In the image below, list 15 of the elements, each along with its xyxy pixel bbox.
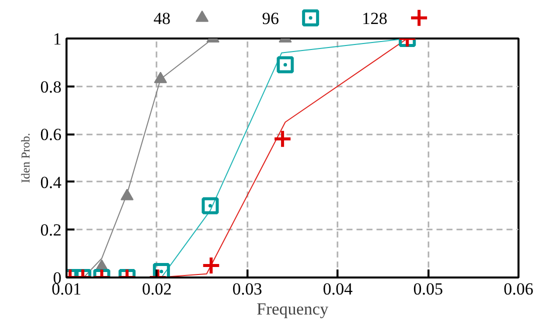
- x-tick-label: 0.06: [504, 280, 534, 298]
- legend-label: 128: [362, 8, 388, 28]
- x-tick-label: 0.03: [232, 280, 262, 298]
- legend-label: 96: [262, 8, 279, 28]
- x-tick-label: 0.02: [142, 280, 172, 298]
- y-tick-label: 1: [53, 30, 62, 48]
- y-tick-label: 0.4: [40, 172, 62, 192]
- x-tick-label: 0.04: [322, 280, 354, 298]
- y-tick-label: 0.6: [40, 125, 62, 144]
- y-tick-label: 0.2: [40, 220, 62, 240]
- legend-label: 48: [153, 8, 170, 28]
- y-axis-title: Iden Prob.: [18, 132, 32, 183]
- x-axis-title: Frequency: [256, 300, 329, 318]
- y-tick-label: 0.8: [40, 77, 62, 96]
- x-tick-label: 0.05: [413, 280, 443, 298]
